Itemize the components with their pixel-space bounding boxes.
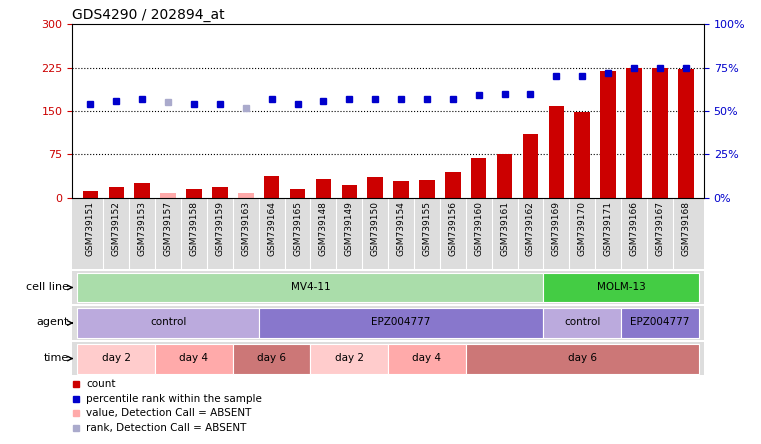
Text: GSM739153: GSM739153: [138, 201, 147, 256]
Bar: [543, 308, 621, 338]
Text: GSM739162: GSM739162: [526, 201, 535, 256]
Bar: [393, 182, 409, 198]
Text: GSM739152: GSM739152: [112, 201, 121, 256]
Bar: [368, 178, 383, 198]
Bar: [549, 107, 564, 198]
Bar: [135, 182, 150, 198]
Bar: [186, 189, 202, 198]
Text: GSM739151: GSM739151: [86, 201, 95, 256]
Text: GDS4290 / 202894_at: GDS4290 / 202894_at: [72, 8, 224, 22]
Text: GSM739157: GSM739157: [164, 201, 173, 256]
Text: MOLM-13: MOLM-13: [597, 282, 645, 292]
Text: GSM739161: GSM739161: [500, 201, 509, 256]
Bar: [264, 176, 279, 198]
Bar: [78, 344, 155, 373]
Text: GSM739168: GSM739168: [681, 201, 690, 256]
Bar: [678, 69, 693, 198]
Text: GSM739164: GSM739164: [267, 201, 276, 256]
Bar: [161, 193, 176, 198]
Bar: [523, 134, 538, 198]
Text: GSM739148: GSM739148: [319, 201, 328, 256]
Text: GSM739160: GSM739160: [474, 201, 483, 256]
Bar: [233, 344, 310, 373]
Text: GSM739170: GSM739170: [578, 201, 587, 256]
Bar: [155, 344, 233, 373]
Bar: [290, 189, 305, 198]
Bar: [445, 172, 460, 198]
Text: rank, Detection Call = ABSENT: rank, Detection Call = ABSENT: [86, 423, 247, 433]
Text: day 4: day 4: [180, 353, 209, 363]
Bar: [652, 67, 667, 198]
Bar: [600, 71, 616, 198]
Bar: [212, 187, 228, 198]
Text: control: control: [564, 317, 600, 327]
Text: GSM739155: GSM739155: [422, 201, 431, 256]
Text: day 4: day 4: [412, 353, 441, 363]
Bar: [388, 344, 466, 373]
Bar: [83, 190, 98, 198]
Text: GSM739169: GSM739169: [552, 201, 561, 256]
Text: EPZ004777: EPZ004777: [371, 317, 431, 327]
Text: cell line: cell line: [26, 282, 69, 292]
Text: value, Detection Call = ABSENT: value, Detection Call = ABSENT: [86, 408, 251, 418]
Bar: [78, 308, 259, 338]
Text: GSM739167: GSM739167: [655, 201, 664, 256]
Text: MV4-11: MV4-11: [291, 282, 330, 292]
Bar: [78, 273, 543, 302]
Text: count: count: [86, 379, 116, 389]
Bar: [316, 179, 331, 198]
Text: GSM739165: GSM739165: [293, 201, 302, 256]
Text: GSM739171: GSM739171: [603, 201, 613, 256]
Text: control: control: [150, 317, 186, 327]
Text: day 6: day 6: [257, 353, 286, 363]
Bar: [497, 154, 512, 198]
Text: day 2: day 2: [102, 353, 131, 363]
Bar: [626, 67, 642, 198]
Text: time: time: [44, 353, 69, 363]
Bar: [238, 193, 253, 198]
Bar: [310, 344, 388, 373]
Text: GSM739149: GSM739149: [345, 201, 354, 256]
Bar: [543, 273, 699, 302]
Text: GSM739166: GSM739166: [629, 201, 638, 256]
Bar: [109, 187, 124, 198]
Text: EPZ004777: EPZ004777: [630, 317, 689, 327]
Text: percentile rank within the sample: percentile rank within the sample: [86, 394, 262, 404]
Bar: [466, 344, 699, 373]
Text: GSM739158: GSM739158: [189, 201, 199, 256]
Text: agent: agent: [37, 317, 69, 327]
Bar: [419, 180, 435, 198]
Text: GSM739154: GSM739154: [396, 201, 406, 256]
Bar: [575, 112, 590, 198]
Text: day 6: day 6: [568, 353, 597, 363]
Bar: [342, 185, 357, 198]
Text: GSM739163: GSM739163: [241, 201, 250, 256]
Text: GSM739159: GSM739159: [215, 201, 224, 256]
Bar: [259, 308, 543, 338]
Text: GSM739150: GSM739150: [371, 201, 380, 256]
Text: day 2: day 2: [335, 353, 364, 363]
Text: GSM739156: GSM739156: [448, 201, 457, 256]
Bar: [621, 308, 699, 338]
Bar: [471, 159, 486, 198]
